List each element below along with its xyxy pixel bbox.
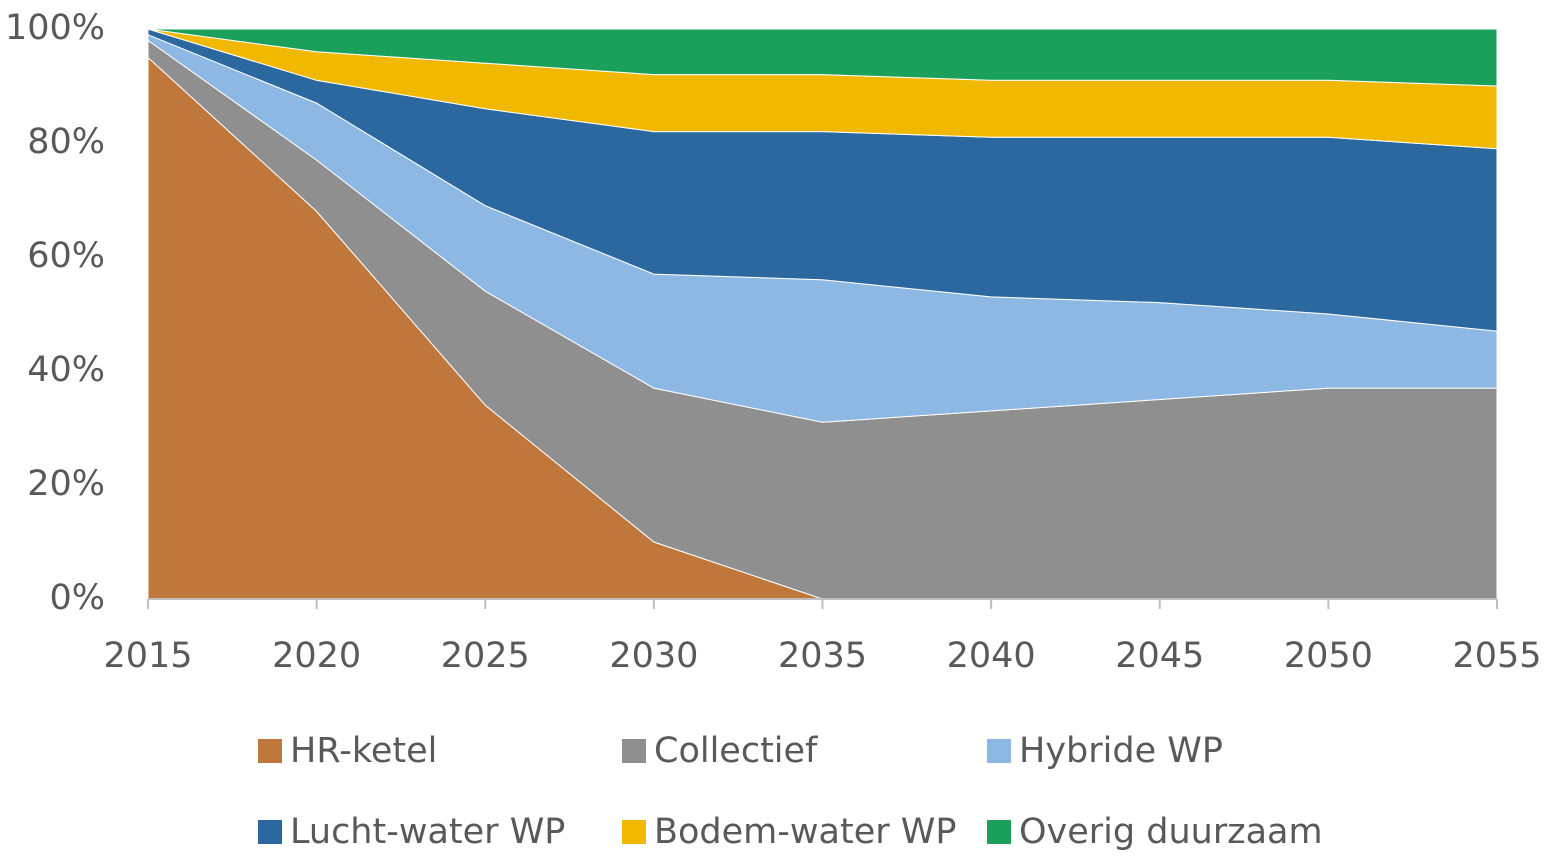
legend-swatch (987, 739, 1011, 763)
legend-swatch (258, 739, 282, 763)
x-tick-label: 2025 (441, 636, 530, 676)
legend-swatch (987, 820, 1011, 844)
y-tick-label: 100% (5, 8, 105, 48)
legend-label: Hybride WP (1019, 731, 1223, 771)
x-tick-label: 2020 (272, 636, 361, 676)
x-tick-label: 2055 (1452, 636, 1541, 676)
x-tick-label: 2045 (1115, 636, 1204, 676)
legend-label: Collectief (654, 731, 818, 771)
area (147, 28, 1498, 87)
legend-swatch (258, 820, 282, 844)
y-tick-label: 20% (27, 464, 105, 504)
x-tick-label: 2040 (947, 636, 1036, 676)
legend-label: Overig duurzaam (1019, 812, 1323, 852)
y-tick-label: 80% (27, 122, 105, 162)
x-tick-label: 2030 (609, 636, 698, 676)
x-tick-label: 2050 (1284, 636, 1373, 676)
legend-swatch (622, 820, 646, 844)
x-tick-label: 2015 (103, 636, 192, 676)
y-tick-label: 0% (49, 578, 105, 618)
x-tick-label: 2035 (778, 636, 867, 676)
legend-label: Lucht-water WP (290, 812, 565, 852)
legend-label: HR-ketel (290, 731, 437, 771)
y-tick-label: 40% (27, 350, 105, 390)
legend-label: Bodem-water WP (654, 812, 956, 852)
legend-swatch (622, 739, 646, 763)
y-tick-label: 60% (27, 236, 105, 276)
